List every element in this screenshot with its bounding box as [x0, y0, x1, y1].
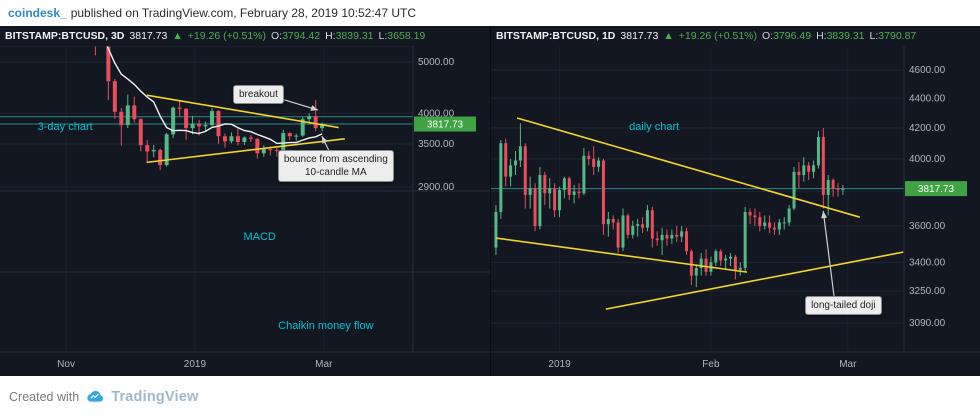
ohlc-value: 3790.87 — [878, 30, 917, 42]
last-price-tag: 3817.73 — [414, 116, 476, 132]
svg-text:0.0000: 0.0000 — [418, 46, 449, 49]
change-arrow-icon: ▲ — [172, 30, 183, 42]
trendline-0 — [146, 94, 339, 129]
ohlc-label: H: — [325, 30, 336, 42]
svg-text:4600.00: 4600.00 — [909, 65, 946, 76]
ohlc-label: L: — [869, 30, 879, 42]
svg-text:3250.00: 3250.00 — [909, 286, 946, 297]
label-daily-chart: daily chart — [629, 120, 680, 133]
svg-text:2019: 2019 — [184, 359, 207, 370]
ohlc-value: 3658.19 — [387, 30, 426, 42]
open-3d: O: 3794.42 — [271, 30, 320, 42]
svg-text:3400.00: 3400.00 — [909, 257, 946, 268]
time-gridlines — [65, 46, 325, 352]
symbol-1d[interactable]: BITSTAMP:BTCUSD, 1D — [496, 30, 616, 42]
svg-text:3817.73: 3817.73 — [918, 184, 955, 195]
price-axis[interactable]: 5000.00 4000.00 3500.00 2900.00 0.0000-1000.… — [418, 46, 469, 193]
svg-text:4400.00: 4400.00 — [909, 93, 946, 104]
ohlc-label: O: — [271, 30, 283, 42]
svg-text:Mar: Mar — [315, 359, 333, 370]
svg-text:4000.00: 4000.00 — [909, 154, 946, 165]
price-pane[interactable] — [0, 46, 413, 171]
svg-text:4000.00: 4000.00 — [418, 108, 455, 119]
chart-3d-body[interactable]: 5000.00 4000.00 3500.00 2900.00 0.0000-1000.… — [0, 46, 490, 376]
panel-1d: BITSTAMP:BTCUSD, 1D 3817.73 ▲ +19.26 (+0… — [490, 26, 980, 376]
callout-breakout: breakout — [232, 84, 284, 104]
trendline-1 — [495, 237, 748, 273]
svg-text:2900.00: 2900.00 — [418, 182, 455, 193]
ohlc-label: O: — [762, 30, 774, 42]
trendline-0 — [516, 117, 861, 218]
svg-text:-0.2000: -0.2000 — [418, 46, 452, 49]
svg-text:0.0000: 0.0000 — [418, 46, 449, 49]
time-axis[interactable]: Nov 2019 Mar — [57, 359, 333, 370]
symbol-3d[interactable]: BITSTAMP:BTCUSD, 3D — [5, 30, 125, 42]
tradingview-wordmark[interactable]: TradingView — [111, 388, 199, 405]
svg-text:Mar: Mar — [839, 359, 857, 370]
svg-text:2019: 2019 — [548, 359, 571, 370]
change-1d: +19.26 (+0.51%) — [678, 30, 757, 42]
change-arrow-icon: ▲ — [663, 30, 674, 42]
ohlc-value: 3839.31 — [335, 30, 374, 42]
trendline-2 — [605, 251, 904, 310]
publish-info: published on TradingView.com, February 2… — [70, 6, 417, 20]
callout-long-tailed-doji: long-tailed doji — [805, 296, 882, 316]
open-1d: O: 3796.49 — [762, 30, 811, 42]
chart-legend-1d: BITSTAMP:BTCUSD, 1D 3817.73 ▲ +19.26 (+0… — [491, 26, 980, 46]
label-3-day-chart: 3-day chart — [37, 120, 93, 133]
ohlc-value: 3796.49 — [773, 30, 812, 42]
label-chaikin-money-flow: Chaikin money flow — [278, 319, 374, 332]
svg-text:-1000.0000: -1000.0000 — [418, 46, 469, 49]
chart-1d-body[interactable]: 4600.00 4400.00 4200.00 4000.00 3600.00 3400.… — [491, 46, 980, 376]
svg-text:3500.00: 3500.00 — [418, 139, 455, 150]
svg-text:Nov: Nov — [57, 359, 75, 370]
ohlc-value: 3794.42 — [282, 30, 321, 42]
ohlc-value: 3839.31 — [826, 30, 865, 42]
ma-line — [106, 46, 323, 145]
svg-text:4200.00: 4200.00 — [909, 123, 946, 134]
footer-bar: Created with TradingView — [0, 376, 980, 417]
trendline-1 — [146, 137, 345, 164]
svg-text:3600.00: 3600.00 — [909, 221, 946, 232]
price-axis[interactable]: 4600.00 4400.00 4200.00 4000.00 3600.00 3400.… — [909, 65, 946, 329]
last-price-3d: 3817.73 — [129, 30, 168, 42]
high-3d: H: 3839.31 — [325, 30, 373, 42]
author-link[interactable]: coindesk_ — [8, 6, 67, 20]
btcusd-1d-svg: 4600.00 4400.00 4200.00 4000.00 3600.00 3400.… — [491, 46, 980, 376]
svg-text:3090.00: 3090.00 — [909, 318, 946, 329]
low-3d: L: 3658.19 — [379, 30, 426, 42]
tradingview-logo-icon[interactable] — [86, 390, 104, 403]
last-price-tag: 3817.73 — [905, 181, 967, 197]
last-price-1d: 3817.73 — [620, 30, 659, 42]
created-with-label: Created with — [9, 389, 80, 404]
attribution-bar: coindesk_ published on TradingView.com, … — [0, 0, 980, 26]
high-1d: H: 3839.31 — [816, 30, 864, 42]
svg-text:3817.73: 3817.73 — [427, 120, 464, 131]
time-axis[interactable]: 2019 Feb Mar — [548, 359, 857, 370]
svg-text:5000.00: 5000.00 — [418, 57, 455, 68]
low-1d: L: 3790.87 — [870, 30, 917, 42]
ohlc-label: H: — [816, 30, 827, 42]
ohlc-label: L: — [378, 30, 388, 42]
panel-3d: BITSTAMP:BTCUSD, 3D 3817.73 ▲ +19.26 (+0… — [0, 26, 490, 376]
price-pane[interactable] — [491, 117, 904, 310]
callout-bounce-from-ascending-10-candle-ma: bounce from ascending 10-candle MA — [277, 149, 394, 182]
change-3d: +19.26 (+0.51%) — [187, 30, 266, 42]
svg-text:Feb: Feb — [702, 359, 720, 370]
label-macd: MACD — [243, 230, 276, 243]
chart-legend-3d: BITSTAMP:BTCUSD, 3D 3817.73 ▲ +19.26 (+0… — [0, 26, 490, 46]
charts-row: BITSTAMP:BTCUSD, 3D 3817.73 ▲ +19.26 (+0… — [0, 26, 980, 376]
